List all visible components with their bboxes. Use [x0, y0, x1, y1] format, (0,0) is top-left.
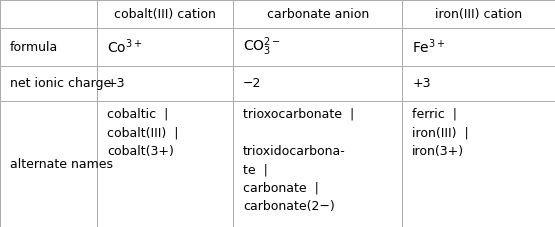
- Text: ferric  |
iron(III)  |
iron(3+): ferric | iron(III) | iron(3+): [412, 108, 469, 158]
- Text: CO$_3^{2-}$: CO$_3^{2-}$: [243, 36, 281, 58]
- Text: formula: formula: [10, 41, 58, 54]
- Text: +3: +3: [412, 77, 431, 90]
- Text: carbonate anion: carbonate anion: [266, 8, 369, 21]
- Text: Co$^{3+}$: Co$^{3+}$: [107, 38, 143, 56]
- Text: trioxocarbonate  |

trioxidocarbona-
te  |
carbonate  |
carbonate(2−): trioxocarbonate | trioxidocarbona- te | …: [243, 108, 354, 213]
- Text: cobalt(III) cation: cobalt(III) cation: [114, 8, 216, 21]
- Text: Fe$^{3+}$: Fe$^{3+}$: [412, 38, 446, 56]
- Text: net ionic charge: net ionic charge: [10, 77, 111, 90]
- Text: −2: −2: [243, 77, 261, 90]
- Text: +3: +3: [107, 77, 125, 90]
- Text: cobaltic  |
cobalt(III)  |
cobalt(3+): cobaltic | cobalt(III) | cobalt(3+): [107, 108, 179, 158]
- Text: alternate names: alternate names: [10, 158, 113, 170]
- Text: iron(III) cation: iron(III) cation: [435, 8, 522, 21]
